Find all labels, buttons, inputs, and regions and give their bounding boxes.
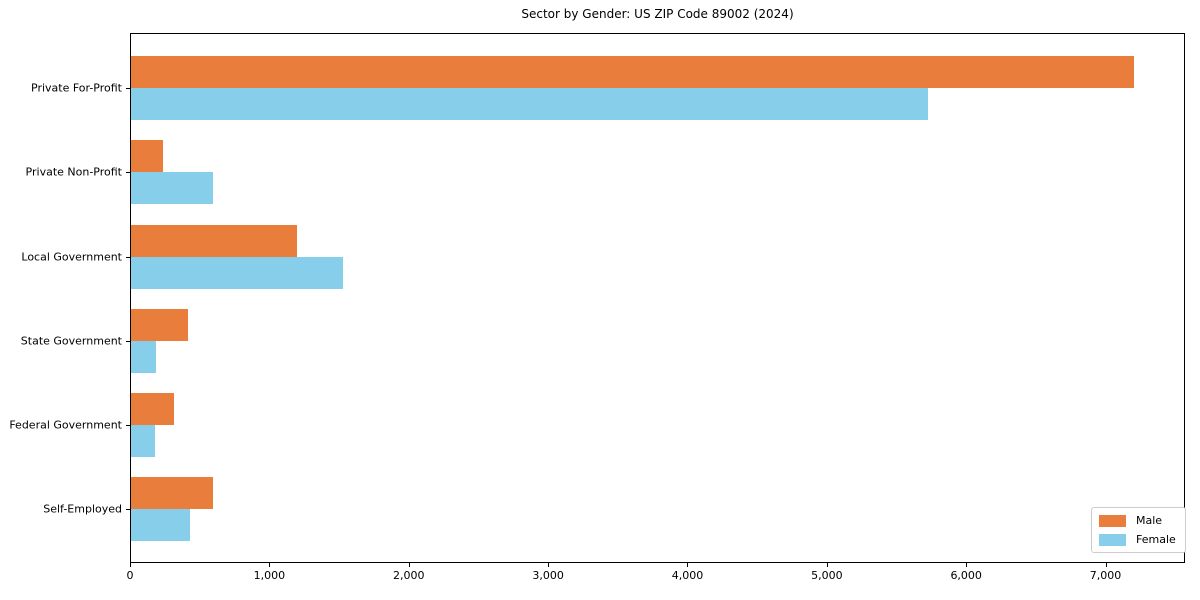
y-label-self-employed: Self-Employed bbox=[43, 502, 122, 516]
y-label-private-for-profit: Private For-Profit bbox=[31, 81, 122, 95]
bar-female-federal-government bbox=[131, 425, 155, 457]
chart-title: Sector by Gender: US ZIP Code 89002 (202… bbox=[521, 7, 794, 21]
x-tick-6000 bbox=[966, 563, 968, 567]
y-tick-self-employed bbox=[126, 509, 130, 511]
x-tick-1000 bbox=[269, 563, 271, 567]
bar-female-state-government bbox=[131, 340, 156, 373]
legend-swatch-male bbox=[1099, 514, 1126, 527]
x-tick-3000 bbox=[548, 563, 550, 567]
bar-male-federal-government bbox=[131, 393, 174, 425]
legend-item-female: Female bbox=[1099, 533, 1176, 546]
legend-label-male: Male bbox=[1136, 514, 1163, 527]
y-label-state-government: State Government bbox=[20, 334, 122, 348]
x-tick-4000 bbox=[687, 563, 689, 567]
y-tick-federal-government bbox=[126, 425, 130, 426]
bar-male-self-employed bbox=[131, 477, 213, 510]
bar-female-self-employed bbox=[131, 509, 190, 542]
bar-female-local-government bbox=[131, 256, 343, 289]
y-label-local-government: Local Government bbox=[21, 250, 122, 263]
x-label-3000: 3,000 bbox=[532, 569, 564, 582]
x-tick-7000 bbox=[1105, 563, 1107, 567]
x-label-4000: 4,000 bbox=[671, 569, 704, 582]
x-label-0: 0 bbox=[126, 569, 134, 582]
y-tick-state-government bbox=[126, 340, 130, 342]
y-tick-private-for-profit bbox=[126, 88, 130, 89]
bar-male-state-government bbox=[131, 308, 188, 341]
x-tick-2000 bbox=[408, 563, 410, 567]
y-label-federal-government: Federal Government bbox=[9, 418, 122, 432]
y-tick-private-non-profit bbox=[126, 172, 130, 174]
x-tick-5000 bbox=[826, 563, 828, 567]
x-label-2000: 2,000 bbox=[392, 569, 425, 582]
legend: Male Female bbox=[1091, 507, 1186, 553]
y-tick-local-government bbox=[126, 256, 130, 258]
y-label-private-non-profit: Private Non-Profit bbox=[25, 165, 122, 179]
legend-label-female: Female bbox=[1136, 533, 1176, 546]
bar-female-private-for-profit bbox=[131, 88, 928, 120]
x-label-5000: 5,000 bbox=[811, 569, 843, 582]
x-label-7000: 7,000 bbox=[1089, 569, 1122, 582]
bar-female-private-non-profit bbox=[131, 172, 213, 205]
x-label-6000: 6,000 bbox=[950, 569, 982, 582]
bar-male-local-government bbox=[131, 224, 297, 257]
bar-male-private-for-profit bbox=[131, 56, 1134, 88]
legend-item-male: Male bbox=[1099, 514, 1176, 527]
bar-male-private-non-profit bbox=[131, 140, 163, 173]
legend-swatch-female bbox=[1099, 533, 1126, 546]
plot-area bbox=[130, 33, 1185, 563]
x-tick-0 bbox=[130, 563, 131, 567]
x-label-1000: 1,000 bbox=[253, 569, 286, 582]
